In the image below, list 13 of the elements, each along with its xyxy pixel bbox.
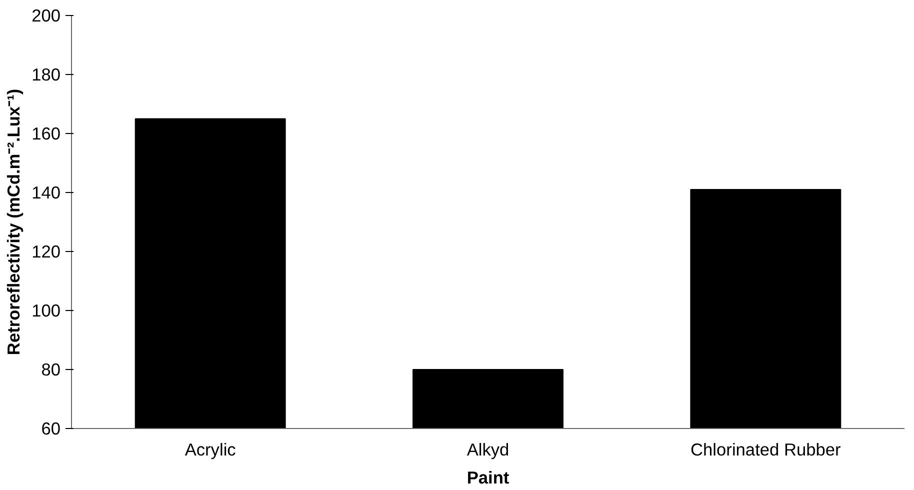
y-tick-label: 200: [32, 6, 61, 26]
y-tick-label: 80: [41, 360, 61, 380]
y-tick-label: 180: [32, 64, 61, 84]
y-tick-label: 160: [32, 124, 61, 144]
x-tick-label: Acrylic: [184, 440, 236, 460]
x-tick-label: Alkyd: [466, 440, 510, 460]
x-axis-title: Paint: [466, 468, 510, 488]
y-tick-label: 120: [32, 242, 61, 262]
y-axis-title: Retroreflectivity (mCd.m⁻².Lux⁻¹): [4, 88, 24, 356]
y-tick-label: 140: [32, 182, 61, 202]
y-tick-label: 60: [41, 418, 61, 438]
y-tick-label: 100: [32, 300, 61, 320]
x-tick-label: Chlorinated Rubber: [690, 440, 842, 460]
